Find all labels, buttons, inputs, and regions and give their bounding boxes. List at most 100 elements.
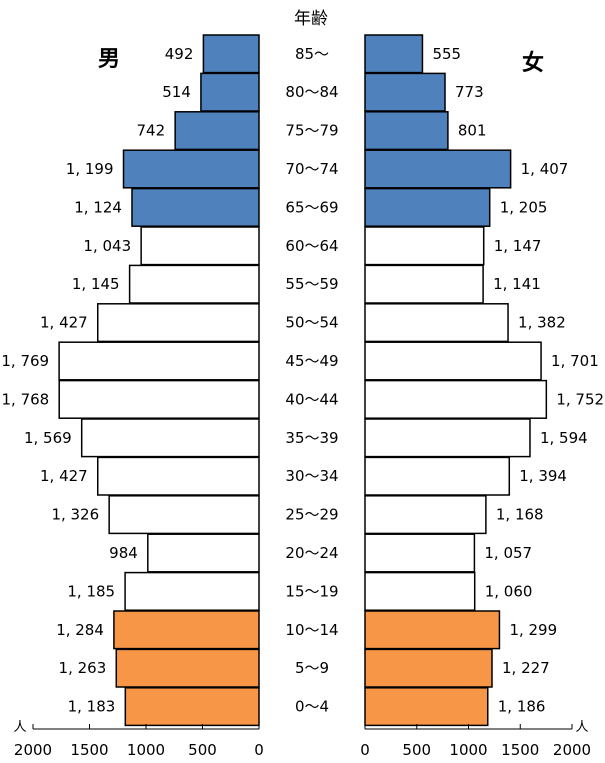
bar-female-16	[364, 648, 493, 688]
value-label-male-13: 984	[109, 544, 138, 562]
chart-title: 年齢	[294, 9, 328, 29]
bar-male-17	[124, 687, 260, 727]
age-label-9: 40～44	[285, 390, 338, 408]
right-tick-label-0: 0	[360, 741, 370, 759]
bar-female-17	[364, 687, 489, 727]
age-label-16: 5～9	[295, 659, 329, 677]
value-label-male-9: 1, 768	[1, 390, 49, 408]
value-label-female-7: 1, 382	[518, 314, 566, 332]
bar-female-3	[364, 149, 512, 189]
age-label-5: 60～64	[285, 237, 338, 255]
age-label-4: 65～69	[285, 198, 338, 216]
right-unit-label: 人	[575, 720, 588, 735]
value-label-female-17: 1, 186	[498, 698, 546, 716]
bar-male-8	[58, 341, 260, 381]
bar-male-16	[115, 648, 260, 688]
age-label-8: 45～49	[285, 352, 338, 370]
value-label-female-14: 1, 060	[485, 582, 533, 600]
value-label-male-10: 1, 569	[24, 429, 72, 447]
left-tick-label-0: 2000	[14, 741, 52, 759]
bar-male-4	[131, 187, 260, 227]
female-label: 女	[522, 50, 544, 76]
left-tick-label-4: 0	[254, 741, 264, 759]
age-label-12: 25～29	[285, 506, 338, 524]
value-label-female-11: 1, 394	[519, 467, 567, 485]
age-label-13: 20～24	[285, 544, 338, 562]
value-label-male-2: 742	[137, 122, 166, 140]
bar-female-8	[364, 341, 542, 381]
age-label-0: 85～	[295, 45, 329, 63]
value-label-male-3: 1, 199	[66, 160, 114, 178]
age-label-6: 55～59	[285, 275, 338, 293]
bar-female-10	[364, 418, 531, 458]
bar-male-9	[58, 379, 260, 419]
value-label-female-4: 1, 205	[500, 198, 548, 216]
value-label-female-9: 1, 752	[556, 390, 604, 408]
value-label-female-6: 1, 141	[493, 275, 541, 293]
bar-male-0	[202, 34, 260, 74]
age-label-17: 0～4	[295, 698, 329, 716]
bar-male-2	[174, 111, 260, 151]
value-label-male-12: 1, 326	[51, 506, 99, 524]
bar-male-3	[122, 149, 260, 189]
bar-female-2	[364, 111, 449, 151]
value-label-male-0: 492	[165, 45, 194, 63]
right-tick-label-4: 2000	[553, 741, 591, 759]
value-label-male-1: 514	[162, 83, 191, 101]
value-label-female-2: 801	[458, 122, 487, 140]
age-label-14: 15～19	[285, 582, 338, 600]
value-label-male-7: 1, 427	[40, 314, 88, 332]
bar-female-13	[364, 533, 476, 573]
bar-female-4	[364, 187, 491, 227]
value-label-male-16: 1, 263	[59, 659, 107, 677]
value-label-male-8: 1, 769	[1, 352, 49, 370]
age-label-3: 70～74	[285, 160, 338, 178]
age-label-7: 50～54	[285, 314, 338, 332]
male-label: 男	[98, 47, 120, 72]
left-tick-label-2: 1000	[127, 741, 165, 759]
value-label-female-13: 1, 057	[484, 544, 532, 562]
value-label-female-5: 1, 147	[494, 237, 542, 255]
bar-male-14	[124, 571, 260, 611]
age-label-11: 30～34	[285, 467, 338, 485]
bar-female-6	[364, 264, 484, 304]
value-label-female-12: 1, 168	[496, 506, 544, 524]
right-tick-label-3: 1500	[501, 741, 539, 759]
bar-male-12	[108, 495, 260, 535]
left-tick-label-3: 500	[188, 741, 217, 759]
right-tick-label-1: 500	[402, 741, 431, 759]
bar-female-1	[364, 72, 446, 112]
age-label-10: 35～39	[285, 429, 338, 447]
value-label-female-15: 1, 299	[509, 621, 557, 639]
value-label-male-11: 1, 427	[40, 467, 88, 485]
bar-female-0	[364, 34, 424, 74]
value-label-female-8: 1, 701	[551, 352, 599, 370]
bar-female-15	[364, 610, 501, 650]
value-label-female-0: 555	[432, 45, 461, 63]
value-label-male-17: 1, 183	[68, 698, 116, 716]
left-tick-label-1: 1500	[70, 741, 108, 759]
age-label-15: 10～14	[285, 621, 338, 639]
bar-female-11	[364, 456, 511, 496]
bar-female-12	[364, 495, 487, 535]
value-label-female-10: 1, 594	[540, 429, 588, 447]
age-label-1: 80～84	[285, 83, 338, 101]
bar-male-15	[113, 610, 260, 650]
bar-male-1	[200, 72, 260, 112]
bar-male-10	[80, 418, 260, 458]
bar-female-9	[364, 379, 548, 419]
value-label-male-5: 1, 043	[83, 237, 131, 255]
bar-male-13	[147, 533, 260, 573]
bar-male-5	[140, 226, 260, 266]
value-label-female-3: 1, 407	[521, 160, 569, 178]
bar-male-11	[96, 456, 260, 496]
value-label-female-1: 773	[455, 83, 484, 101]
bar-female-7	[364, 303, 509, 343]
value-label-male-4: 1, 124	[74, 198, 122, 216]
bar-male-6	[128, 264, 260, 304]
value-label-male-14: 1, 185	[67, 582, 115, 600]
bar-female-5	[364, 226, 485, 266]
value-label-female-16: 1, 227	[502, 659, 550, 677]
right-tick-label-2: 1000	[449, 741, 487, 759]
